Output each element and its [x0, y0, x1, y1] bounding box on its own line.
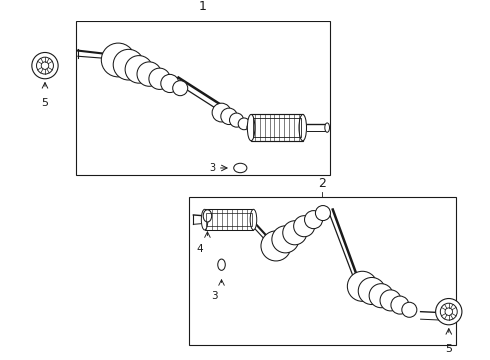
Ellipse shape	[294, 216, 315, 237]
Ellipse shape	[250, 209, 257, 230]
Ellipse shape	[247, 114, 255, 141]
Ellipse shape	[172, 81, 188, 96]
Ellipse shape	[347, 271, 377, 301]
Ellipse shape	[299, 114, 307, 141]
Ellipse shape	[41, 62, 49, 69]
Ellipse shape	[137, 62, 161, 86]
Ellipse shape	[380, 290, 401, 311]
Text: 4: 4	[196, 244, 203, 254]
Text: 5: 5	[42, 98, 49, 108]
Ellipse shape	[37, 57, 53, 74]
Ellipse shape	[212, 103, 231, 122]
Ellipse shape	[436, 298, 462, 325]
Ellipse shape	[218, 259, 225, 270]
Text: 1: 1	[199, 0, 207, 13]
Ellipse shape	[203, 210, 212, 222]
Ellipse shape	[391, 296, 409, 314]
Ellipse shape	[149, 68, 170, 89]
Ellipse shape	[441, 303, 457, 320]
Ellipse shape	[261, 231, 291, 261]
Ellipse shape	[369, 284, 393, 308]
Ellipse shape	[247, 123, 256, 132]
Ellipse shape	[32, 53, 58, 79]
Ellipse shape	[125, 55, 153, 83]
Ellipse shape	[238, 118, 250, 130]
Ellipse shape	[305, 211, 322, 229]
Ellipse shape	[221, 108, 237, 125]
Text: 3: 3	[209, 163, 215, 173]
Ellipse shape	[161, 75, 179, 93]
Bar	[189, 197, 456, 346]
Ellipse shape	[101, 43, 135, 77]
Ellipse shape	[316, 206, 330, 221]
Ellipse shape	[229, 113, 244, 127]
Ellipse shape	[234, 163, 247, 173]
Ellipse shape	[325, 123, 329, 132]
Ellipse shape	[358, 278, 385, 305]
Ellipse shape	[402, 302, 417, 317]
Ellipse shape	[201, 209, 208, 230]
Text: 3: 3	[212, 291, 218, 301]
Text: 2: 2	[318, 177, 326, 190]
Bar	[251, 114, 303, 141]
Ellipse shape	[113, 49, 144, 80]
Bar	[206, 213, 251, 226]
Ellipse shape	[283, 221, 307, 245]
Ellipse shape	[272, 226, 299, 253]
Bar	[253, 118, 301, 137]
Bar	[76, 21, 329, 175]
Bar	[205, 209, 253, 230]
Text: 5: 5	[445, 343, 452, 354]
Ellipse shape	[445, 308, 453, 315]
